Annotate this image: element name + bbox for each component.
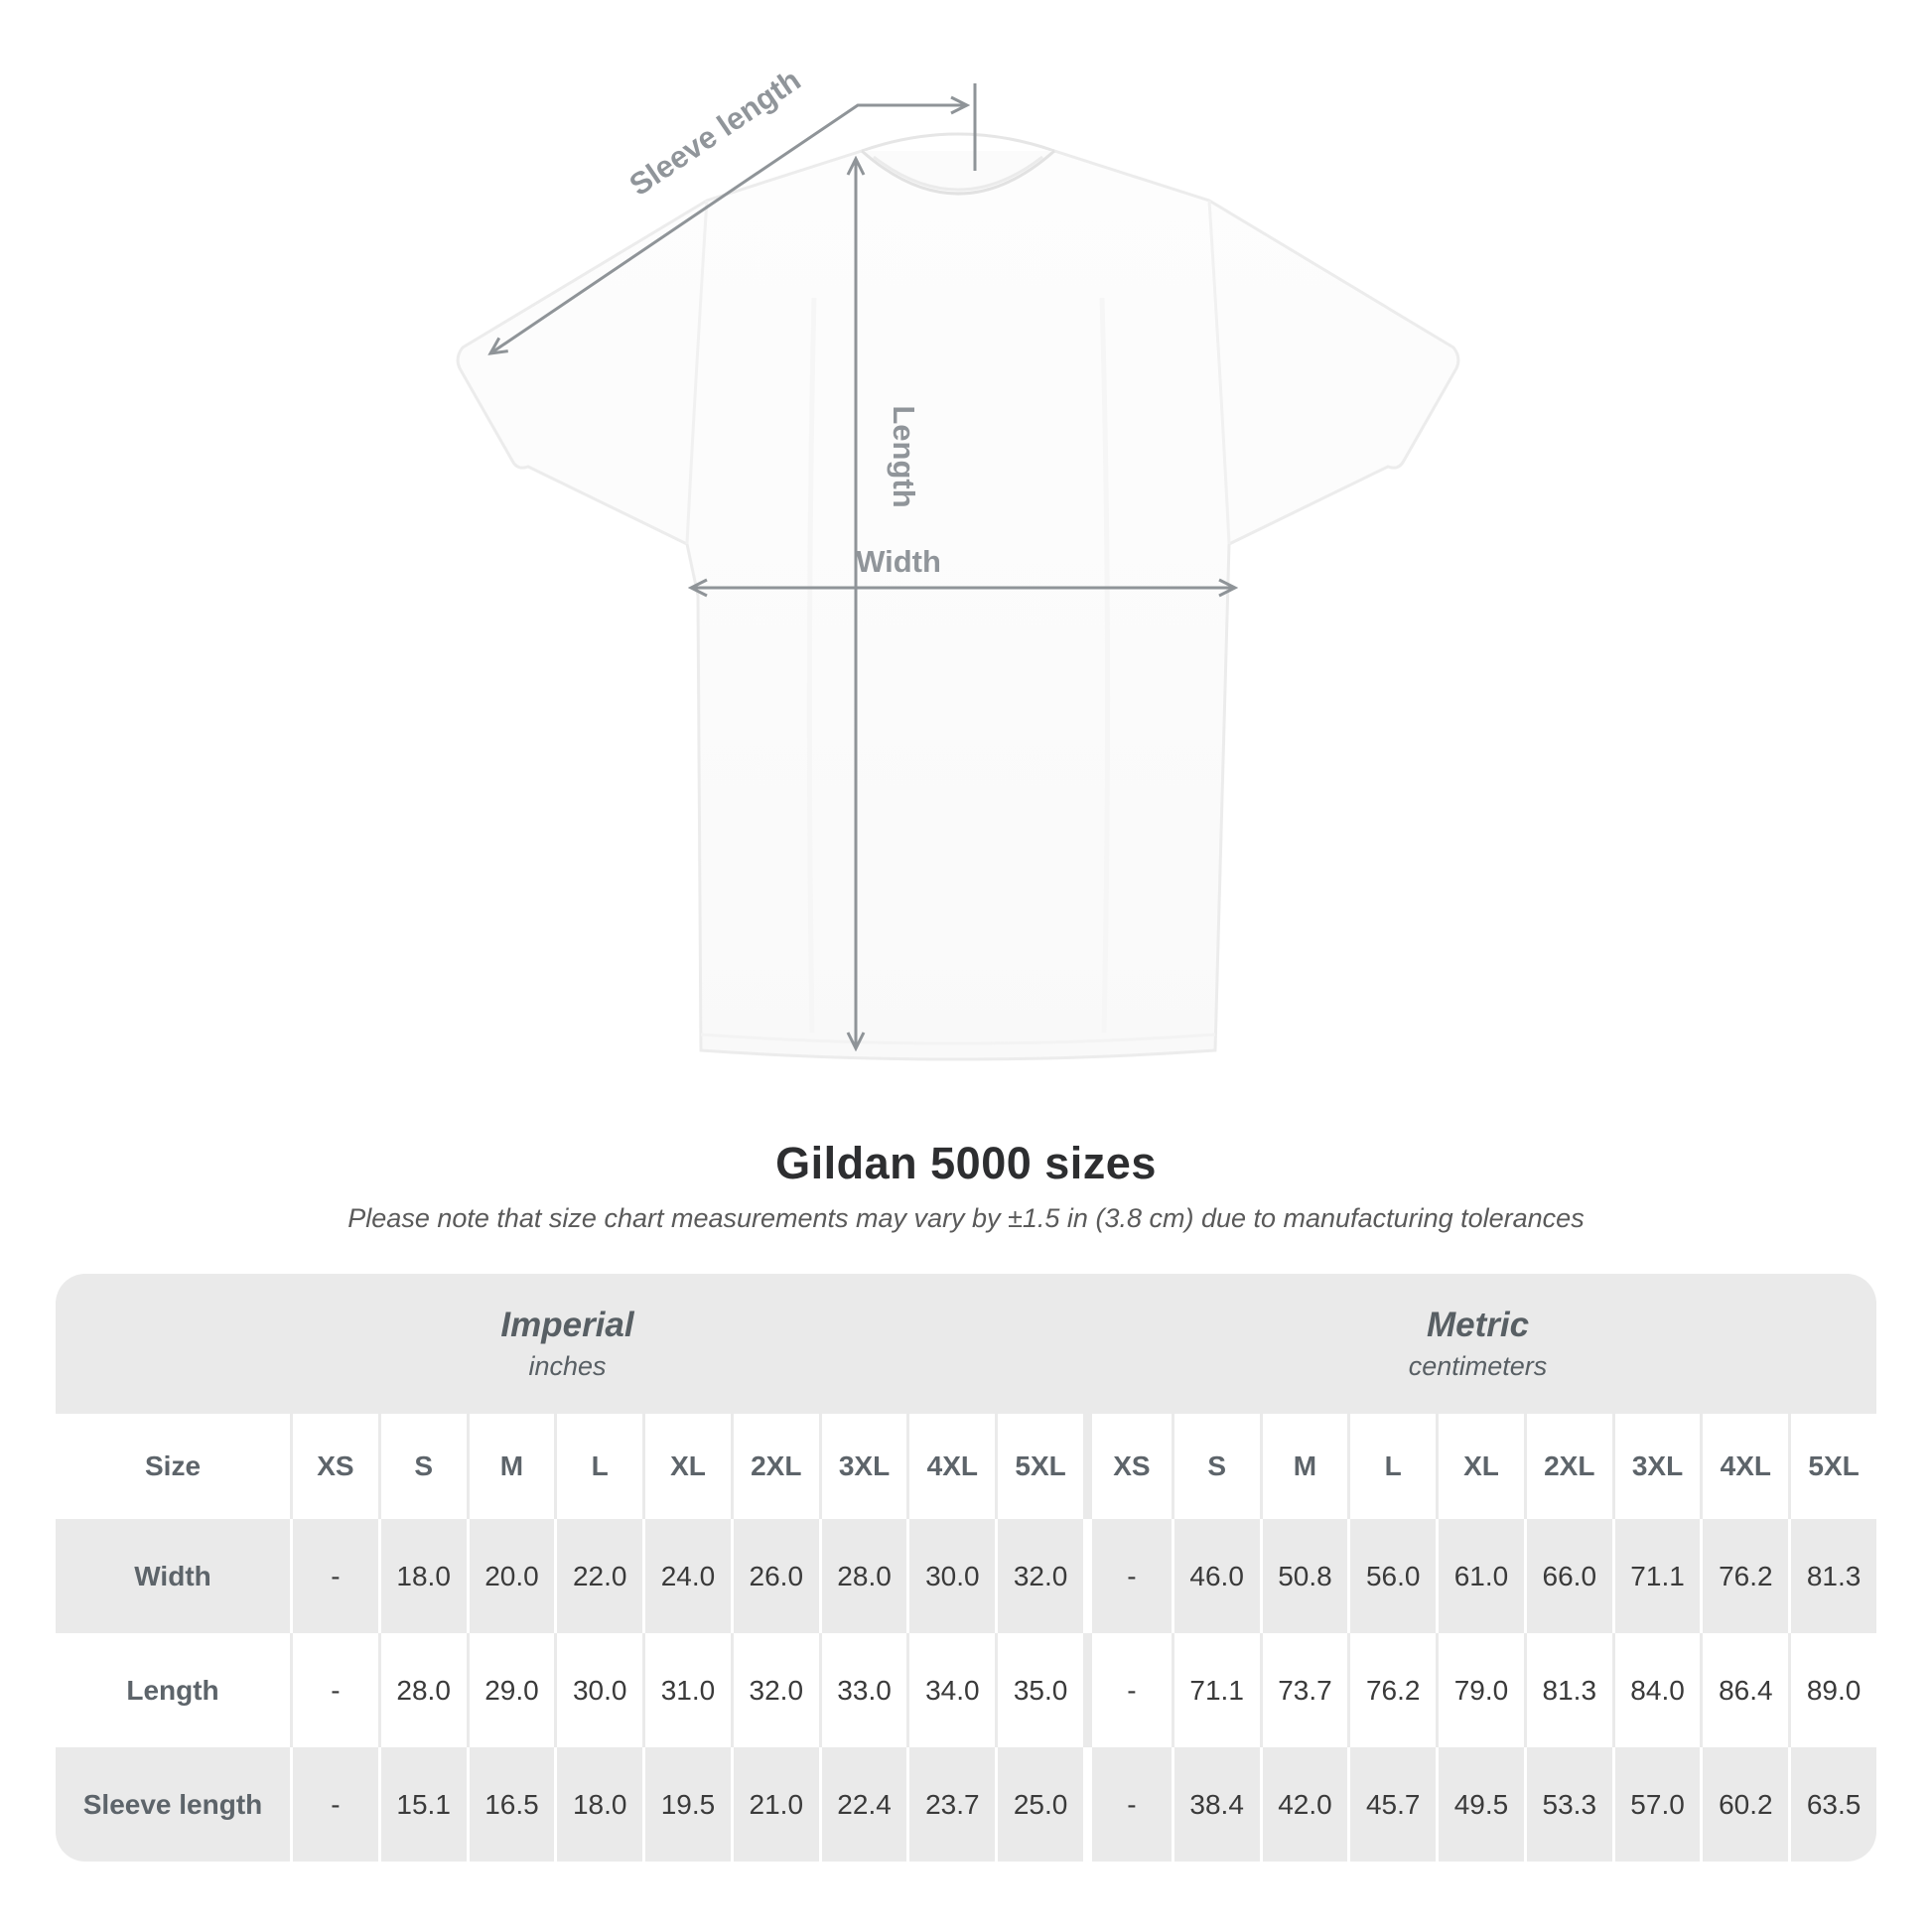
value-cell-metric: 73.7 <box>1259 1633 1348 1747</box>
table-row-sleeve-length: Sleeve length -15.1 16.5 18.0 19.5 21.0 22.4 23… <box>56 1747 1876 1862</box>
value-cell-imperial: - <box>290 1519 378 1633</box>
value-cell-metric: 81.3 <box>1523 1633 1612 1747</box>
value-cell-metric: 63.5 <box>1788 1747 1876 1862</box>
value-cell-metric: 81.3 <box>1788 1519 1876 1633</box>
value-cell-imperial: 32.0 <box>995 1519 1083 1633</box>
value-cell-imperial: 30.0 <box>554 1633 642 1747</box>
size-col-header: 5XL <box>1788 1414 1876 1519</box>
value-cell-imperial: 24.0 <box>642 1519 731 1633</box>
value-cell-metric: 60.2 <box>1700 1747 1788 1862</box>
size-col-header: M <box>466 1414 555 1519</box>
size-header-row: Size XS S M L XL 2XL 3XL 4XL 5XL XS S M L XL 2XL 3XL 4XL 5… <box>56 1414 1876 1519</box>
value-cell-imperial: 22.4 <box>818 1747 907 1862</box>
section-metric: Metric centimeters <box>1079 1274 1876 1414</box>
value-cell-imperial: 22.0 <box>554 1519 642 1633</box>
size-header-cell: Size <box>144 1450 202 1481</box>
value-cell-imperial: 29.0 <box>466 1633 555 1747</box>
value-cell-metric: 57.0 <box>1611 1747 1701 1862</box>
value-cell-metric: 46.0 <box>1171 1519 1260 1633</box>
section-metric-sublabel: centimeters <box>1408 1351 1548 1381</box>
value-cell-imperial: 35.0 <box>995 1633 1083 1747</box>
size-col-header: XS <box>290 1414 378 1519</box>
value-cell-imperial: 28.0 <box>377 1633 467 1747</box>
value-cell-metric: 66.0 <box>1523 1519 1612 1633</box>
value-cell-metric: - <box>1083 1519 1172 1633</box>
value-cell-metric: 76.2 <box>1700 1519 1788 1633</box>
value-cell-imperial: 34.0 <box>906 1633 995 1747</box>
value-cell-imperial: 32.0 <box>730 1633 819 1747</box>
size-col-header: 3XL <box>1611 1414 1701 1519</box>
value-cell-imperial: 18.0 <box>377 1519 467 1633</box>
value-cell-metric: 61.0 <box>1436 1519 1524 1633</box>
value-cell-imperial: 23.7 <box>906 1747 995 1862</box>
table-row-width: Width -18.0 20.0 22.0 24.0 26.0 28.0 30.0 32.0-4… <box>56 1519 1876 1633</box>
size-col-header: XL <box>1436 1414 1524 1519</box>
value-cell-metric: 56.0 <box>1347 1519 1436 1633</box>
value-cell-metric: 79.0 <box>1436 1633 1524 1747</box>
width-arrow: Width <box>691 544 1235 588</box>
value-cell-metric: - <box>1083 1747 1172 1862</box>
value-cell-metric: 76.2 <box>1347 1633 1436 1747</box>
value-cell-metric: 53.3 <box>1523 1747 1612 1862</box>
value-cell-imperial: - <box>290 1633 378 1747</box>
tshirt-graphic: Sleeve length Length Width <box>456 63 1460 1061</box>
size-col-header: 5XL <box>995 1414 1083 1519</box>
size-col-header: 2XL <box>730 1414 819 1519</box>
value-cell-metric: 71.1 <box>1611 1519 1701 1633</box>
size-col-header: XS <box>1083 1414 1172 1519</box>
row-label: Width <box>134 1560 211 1591</box>
value-cell-imperial: 28.0 <box>818 1519 907 1633</box>
size-col-header: S <box>377 1414 467 1519</box>
value-cell-imperial: 20.0 <box>466 1519 555 1633</box>
value-cell-metric: 71.1 <box>1171 1633 1260 1747</box>
value-cell-imperial: 15.1 <box>377 1747 467 1862</box>
size-col-header: L <box>554 1414 642 1519</box>
value-cell-metric: 50.8 <box>1259 1519 1348 1633</box>
size-col-header: S <box>1171 1414 1260 1519</box>
size-col-header: 3XL <box>818 1414 907 1519</box>
row-label: Sleeve length <box>82 1788 263 1820</box>
value-cell-imperial: 19.5 <box>642 1747 731 1862</box>
value-cell-imperial: - <box>290 1747 378 1862</box>
value-cell-imperial: 26.0 <box>730 1519 819 1633</box>
value-cell-metric: - <box>1083 1633 1172 1747</box>
value-cell-metric: 38.4 <box>1171 1747 1260 1862</box>
value-cell-metric: 86.4 <box>1700 1633 1788 1747</box>
page-title: Gildan 5000 sizes <box>775 1138 1157 1188</box>
value-cell-metric: 89.0 <box>1788 1633 1876 1747</box>
size-col-header: 2XL <box>1523 1414 1612 1519</box>
page-subtitle: Please note that size chart measurements… <box>347 1203 1585 1233</box>
width-label: Width <box>856 544 941 579</box>
value-cell-imperial: 21.0 <box>730 1747 819 1862</box>
tshirt-diagram: Sleeve length Length Width <box>456 63 1460 1061</box>
section-imperial-label: Imperial <box>500 1306 634 1344</box>
value-cell-imperial: 30.0 <box>906 1519 995 1633</box>
unit-section-band: Imperial inches Metric centimeters <box>56 1274 1876 1414</box>
size-col-header: 4XL <box>906 1414 995 1519</box>
tshirt-shape <box>456 132 1460 1061</box>
section-imperial-sublabel: inches <box>528 1351 607 1381</box>
size-col-header: M <box>1259 1414 1348 1519</box>
length-arrow: Length <box>856 159 921 1048</box>
size-table-rows: Size XS S M L XL 2XL 3XL 4XL 5XL XS S M L XL 2XL 3XL 4XL 5… <box>56 1414 1876 1862</box>
size-col-header: L <box>1347 1414 1436 1519</box>
value-cell-metric: 45.7 <box>1347 1747 1436 1862</box>
value-cell-imperial: 33.0 <box>818 1633 907 1747</box>
size-table: Imperial inches Metric centimeters Size X… <box>56 1274 1876 1862</box>
section-metric-label: Metric <box>1426 1306 1530 1344</box>
value-cell-imperial: 25.0 <box>995 1747 1083 1862</box>
value-cell-imperial: 18.0 <box>554 1747 642 1862</box>
size-col-header: XL <box>642 1414 731 1519</box>
row-label: Length <box>126 1674 219 1706</box>
table-row-length: Length -28.0 29.0 30.0 31.0 32.0 33.0 34.0 35.0-… <box>56 1633 1876 1747</box>
size-col-header: 4XL <box>1700 1414 1788 1519</box>
value-cell-imperial: 31.0 <box>642 1633 731 1747</box>
value-cell-metric: 42.0 <box>1259 1747 1348 1862</box>
value-cell-metric: 49.5 <box>1436 1747 1524 1862</box>
length-label: Length <box>887 405 921 507</box>
value-cell-imperial: 16.5 <box>466 1747 555 1862</box>
value-cell-metric: 84.0 <box>1611 1633 1701 1747</box>
section-imperial: Imperial inches <box>56 1274 1079 1414</box>
